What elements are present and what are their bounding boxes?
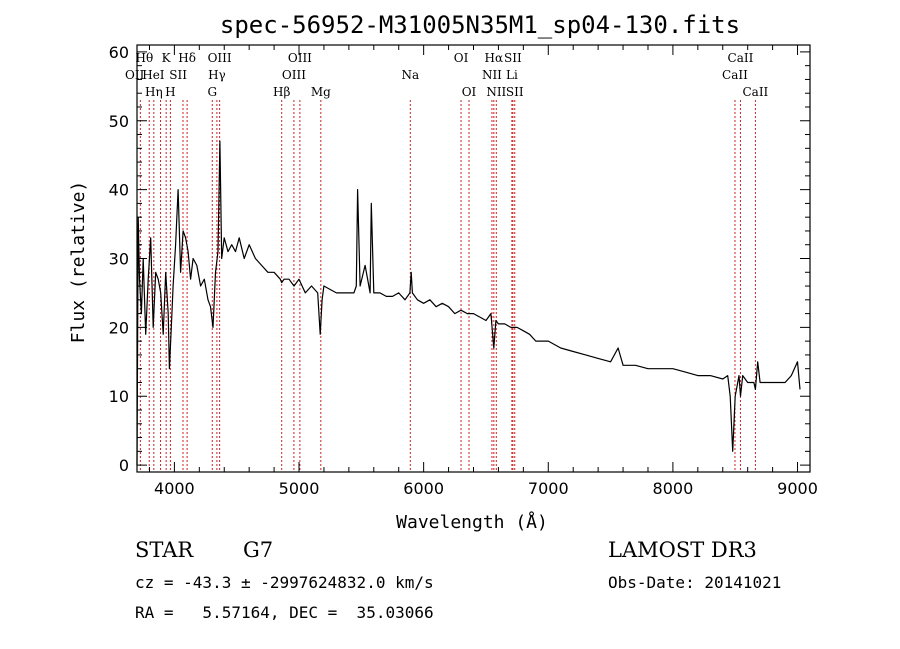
spectral-line-label: NII [482, 68, 502, 82]
spectral-line-label: H [165, 85, 175, 99]
spectral-line-label: Hβ [273, 85, 290, 99]
y-axis-ticks: 0 10 20 30 40 50 60 [109, 43, 810, 475]
spectrum-line [136, 140, 801, 466]
plot-frame [136, 44, 811, 473]
spectral-line-label: Hδ [178, 51, 196, 65]
spectral-line-label: NII [486, 85, 506, 99]
obs-date: Obs-Date: 20141021 [608, 573, 782, 592]
object-class: STAR [135, 538, 194, 562]
y-tick-label: 0 [119, 456, 129, 475]
x-axis-ticks: 4000 5000 6000 7000 8000 9000 [148, 45, 818, 498]
spectral-line-label: Li [506, 68, 518, 82]
x-tick-label: 4000 [154, 479, 195, 498]
y-tick-label: 60 [109, 43, 129, 62]
spectral-line-label: CaII [722, 68, 748, 82]
object-subclass: G7 [243, 538, 274, 562]
x-tick-label: 6000 [403, 479, 444, 498]
spectral-line-label: OI [454, 51, 469, 65]
y-axis-label: Flux (relative) [68, 181, 89, 344]
x-axis-label: Wavelength (Å) [396, 511, 548, 533]
coordinates-text: RA = 5.57164, DEC = 35.03066 [135, 603, 434, 622]
spectral-line-label: OIII [208, 51, 232, 65]
spectral-line-label: SII [169, 68, 187, 82]
x-tick-label: 7000 [528, 479, 569, 498]
y-tick-label: 20 [109, 318, 129, 337]
spectral-line-label: OIII [288, 51, 312, 65]
spectral-line-label: OII [125, 68, 145, 82]
survey-name: LAMOST DR3 [608, 538, 757, 562]
spectral-line-label: OIII [282, 68, 306, 82]
spectral-line-label: Hη [145, 85, 163, 99]
y-tick-label: 40 [109, 181, 129, 200]
x-tick-label: 5000 [279, 479, 320, 498]
spectral-line-markers [139, 100, 756, 472]
spectral-line-label: OI [462, 85, 477, 99]
y-tick-label: 10 [109, 387, 129, 406]
spectral-line-label: CaII [742, 85, 768, 99]
y-tick-label: 50 [109, 112, 129, 131]
spectral-line-label: G [207, 85, 217, 99]
spectral-line-label: Hθ [136, 51, 154, 65]
spectral-line-label: SII [506, 85, 524, 99]
spectral-line-label: CaII [728, 51, 754, 65]
spectral-line-labels: OII Hθ Hη HeI K H SII Hδ G Hγ OIII Hβ OIII OIII Mg Na OI… [125, 51, 769, 99]
spectral-line-label: Hγ [208, 68, 226, 82]
spectral-line-label: HeI [142, 68, 165, 82]
spectral-line-label: K [162, 51, 172, 65]
chart-title: spec-56952-M31005N35M1_sp04-130.fits [220, 11, 740, 39]
spectral-line-label: Na [401, 68, 419, 82]
x-tick-label: 8000 [653, 479, 694, 498]
y-tick-label: 30 [109, 250, 129, 269]
spectral-line-label: SII [504, 51, 522, 65]
spectral-line-label: Mg [311, 85, 331, 99]
spectral-line-label: Hα [485, 51, 504, 65]
x-tick-label: 9000 [777, 479, 818, 498]
redshift-text: cz = -43.3 ± -2997624832.0 km/s [135, 573, 434, 592]
